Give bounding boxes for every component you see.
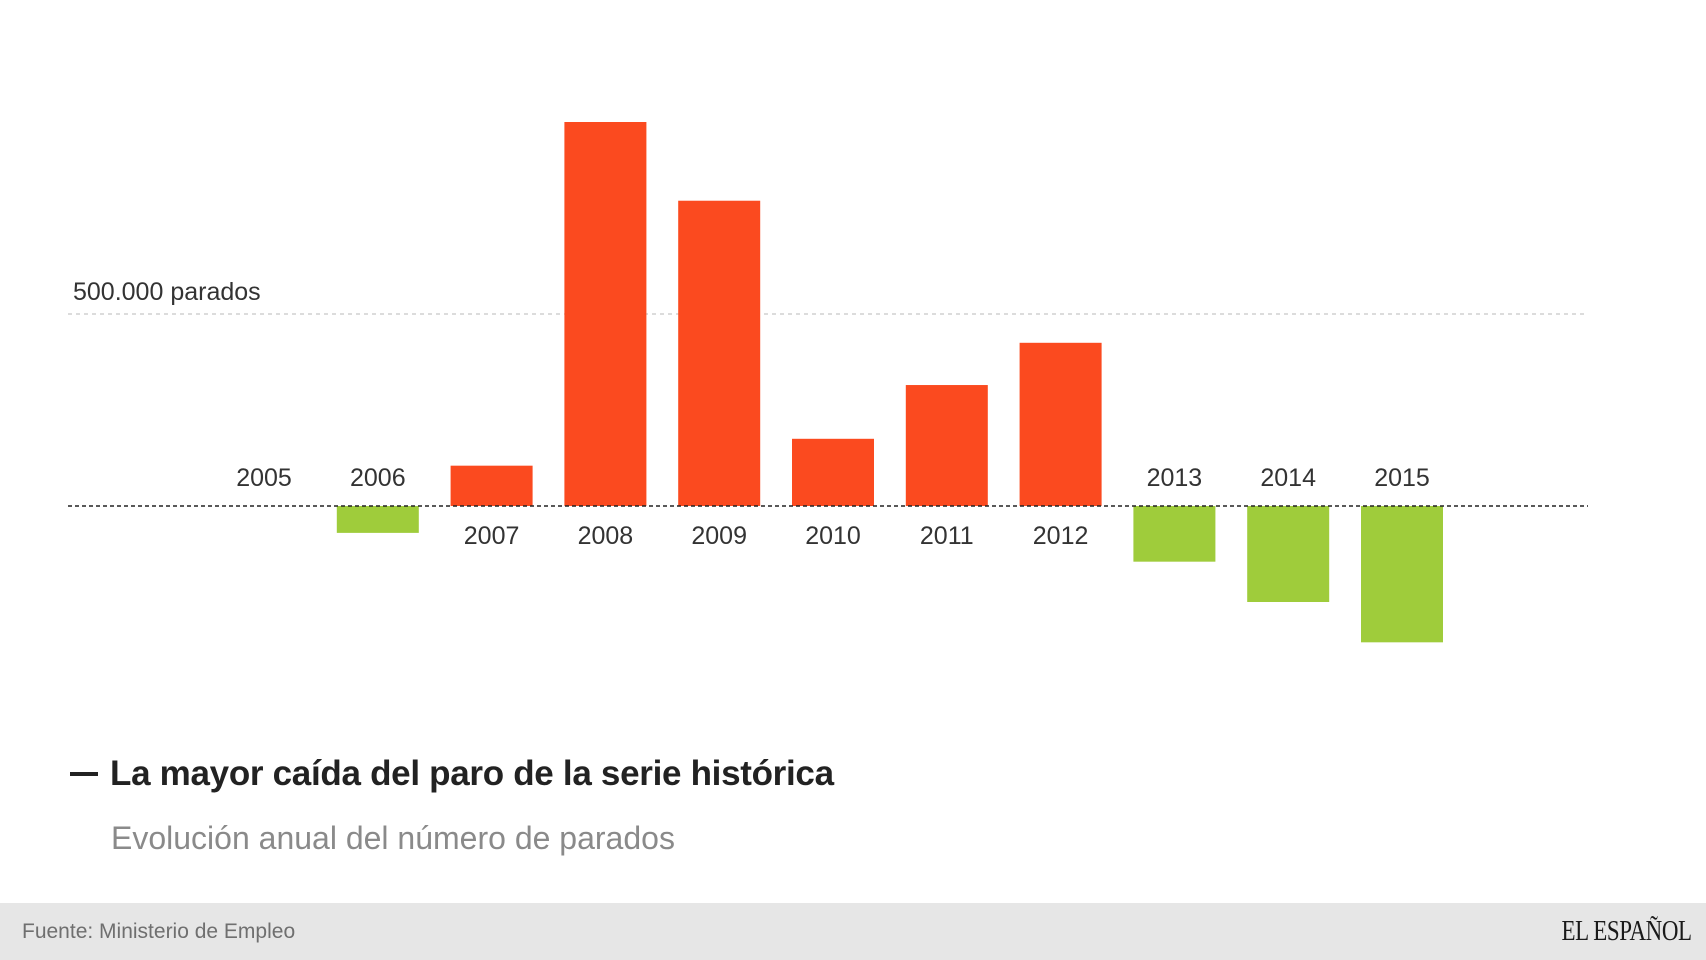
year-label-2007: 2007 (464, 522, 520, 550)
bar-2007 (450, 465, 533, 506)
chart-title: La mayor caída del paro de la serie hist… (110, 754, 834, 793)
year-label-2006: 2006 (350, 464, 406, 492)
year-label-2012: 2012 (1033, 522, 1089, 550)
year-label-2009: 2009 (691, 522, 747, 550)
bar-2012 (1019, 342, 1102, 506)
title-row: La mayor caída del paro de la serie hist… (70, 752, 834, 796)
year-label-2015: 2015 (1374, 464, 1430, 492)
reference-line-group: 500.000 parados (68, 278, 1588, 315)
chart-subtitle: Evolución anual del número de parados (111, 820, 675, 856)
bar-2011 (905, 385, 988, 506)
bar-2008 (564, 122, 647, 506)
reference-line-label: 500.000 parados (73, 278, 261, 306)
year-label-2010: 2010 (805, 522, 861, 550)
year-label-2011: 2011 (920, 522, 974, 550)
bar-2009 (678, 200, 761, 506)
publisher-logo: EL ESPAÑOL (1561, 916, 1692, 947)
bars-group (336, 122, 1443, 643)
title-dash (70, 772, 98, 776)
bar-chart: 500.000 parados 2005 2006 2007 2008 2009 2010… (68, 122, 1588, 643)
footer-bar: Fuente: Ministerio de Empleo EL ESPAÑOL (0, 903, 1706, 960)
bar-2014 (1247, 506, 1330, 602)
year-label-2008: 2008 (578, 522, 634, 550)
year-label-2005: 2005 (236, 464, 292, 492)
year-labels-group: 2005 2006 2007 2008 2009 2010 2011 2012 2013 2014… (236, 464, 1430, 550)
bar-2006 (336, 506, 419, 533)
bar-2015 (1361, 506, 1443, 643)
year-label-2013: 2013 (1147, 464, 1203, 492)
bar-2013 (1133, 506, 1216, 562)
year-label-2014: 2014 (1260, 464, 1316, 492)
source-note: Fuente: Ministerio de Empleo (22, 920, 296, 943)
bar-2010 (792, 438, 874, 506)
